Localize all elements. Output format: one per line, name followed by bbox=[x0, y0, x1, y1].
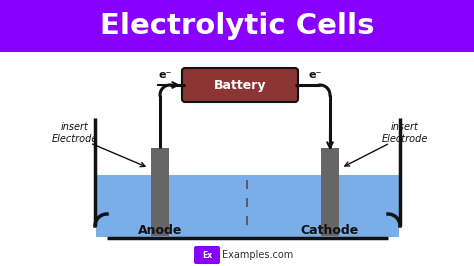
Text: Anode: Anode bbox=[138, 223, 182, 236]
Text: e⁻: e⁻ bbox=[308, 70, 322, 80]
Text: insert
Electrode: insert Electrode bbox=[52, 122, 98, 144]
Bar bbox=[151, 148, 169, 235]
FancyBboxPatch shape bbox=[182, 68, 298, 102]
Text: Electrolytic Cells: Electrolytic Cells bbox=[100, 12, 374, 40]
Text: Ex: Ex bbox=[202, 251, 212, 260]
Bar bbox=[96, 175, 399, 237]
Text: Examples.com: Examples.com bbox=[222, 250, 293, 260]
Text: e⁻: e⁻ bbox=[158, 70, 172, 80]
Bar bbox=[321, 148, 339, 235]
Text: insert
Electrode: insert Electrode bbox=[382, 122, 428, 144]
Text: Battery: Battery bbox=[214, 78, 266, 92]
Text: Cathode: Cathode bbox=[301, 223, 359, 236]
FancyBboxPatch shape bbox=[194, 246, 220, 264]
Bar bbox=[0, 0, 474, 52]
